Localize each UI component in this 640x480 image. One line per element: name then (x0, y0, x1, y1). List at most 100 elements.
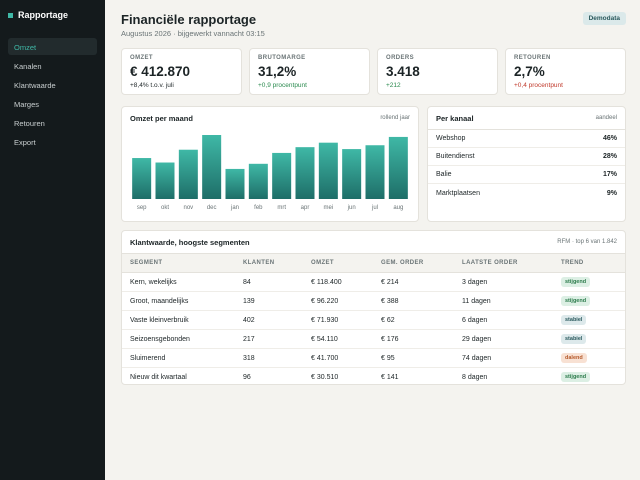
column-header-klanten[interactable]: KLANTEN (235, 253, 303, 273)
bar-aug[interactable] (388, 136, 408, 199)
main-content: Financiële rapportage Augustus 2026 · bi… (105, 0, 640, 480)
chart-area: sep okt nov dec jan feb mrt apr mei jun jul aug (130, 129, 410, 211)
bar-sep[interactable] (132, 158, 152, 199)
bar-nov[interactable] (178, 149, 198, 199)
bar-feb[interactable] (248, 163, 268, 199)
revenue-chart-card: Omzet per maand rollend jaar sep okt nov de… (121, 106, 419, 222)
cell-klanten: 318 (235, 348, 303, 368)
kpi-value: 31,2% (258, 64, 297, 79)
sidebar-item-marges[interactable]: Marges (14, 100, 40, 109)
chart-meta: rollend jaar (380, 115, 410, 121)
x-tick-label: mei (323, 205, 333, 211)
cell-laatste: 8 dagen (462, 373, 488, 381)
channel-list: Webshop 46% Buitendienst 28% Balie 17% M… (428, 129, 625, 202)
channel-row: Buitendienst 28% (428, 148, 625, 166)
segments-table-body: Kern, wekelijks 84 € 118.400 € 214 3 dagen st… (122, 272, 625, 387)
trend-badge: stijgend (561, 277, 591, 287)
cell-laatste: 3 dagen (454, 272, 553, 292)
kpi-value: € 412.870 (130, 64, 191, 79)
cell-segment: Nieuw dit kwartaal (130, 373, 187, 381)
x-tick-label: dec (207, 205, 217, 211)
sidebar-item-export[interactable]: Export (14, 138, 36, 147)
bar-jun[interactable] (342, 149, 362, 199)
kpi-card-orders: ORDERS 3.418 +212 (377, 48, 498, 95)
cell-omzet: € 41.700 (303, 348, 373, 368)
cell-trend: stijgend (553, 368, 625, 387)
channel-name: Buitendienst (436, 153, 475, 160)
card-header: Per kanaal aandeel (428, 107, 625, 129)
x-tick-label: jun (347, 205, 356, 211)
kpi-delta: +212 (386, 82, 401, 89)
x-tick-label: sep (137, 205, 147, 211)
x-tick-label: apr (301, 205, 310, 211)
bar-okt[interactable] (155, 162, 175, 199)
channel-share: 9% (606, 189, 617, 197)
trend-badge: stabiel (561, 315, 587, 325)
cell-klanten: 139 (235, 291, 303, 311)
page-subtitle: Augustus 2026 · bijgewerkt vannacht 03:1… (121, 29, 265, 38)
cell-gem: € 214 (373, 272, 454, 292)
bar-apr[interactable] (295, 147, 315, 199)
cell-omzet: € 96.220 (303, 291, 373, 311)
cell-klanten: 217 (235, 329, 303, 349)
table-row[interactable]: Vaste kleinverbruik 402 € 71.930 € 62 6 dage… (122, 310, 625, 330)
trend-badge: stabiel (561, 334, 587, 344)
channel-share: 28% (602, 153, 617, 160)
bar-jul[interactable] (365, 145, 385, 199)
channel-name: Balie (436, 171, 452, 178)
kpi-label: BRUTOMARGE (258, 55, 306, 61)
table-row[interactable]: Seizoensgebonden 217 € 54.110 € 176 29 dagen… (122, 329, 625, 349)
trend-badge: dalend (561, 353, 587, 363)
sidebar-item-retouren[interactable]: Retouren (14, 119, 45, 128)
x-tick-label: jan (230, 205, 239, 211)
x-tick-label: nov (183, 205, 193, 211)
channel-row: Marktplaatsen 9% (428, 184, 625, 202)
channel-share: 17% (602, 171, 617, 178)
cell-trend: dalend (553, 348, 625, 368)
column-header-omzet[interactable]: OMZET (303, 253, 373, 273)
bar-mrt[interactable] (272, 152, 292, 199)
x-tick-label: okt (161, 205, 169, 211)
chart-row: Omzet per maand rollend jaar sep okt nov de… (121, 106, 626, 222)
table-row[interactable]: Sluimerend 318 € 41.700 € 95 74 dagen dalend (122, 348, 625, 368)
cell-trend: stabiel (553, 310, 625, 330)
table-row[interactable]: Nieuw dit kwartaal 96 € 30.510 € 141 8 dagen… (122, 368, 625, 387)
page-header: Financiële rapportage Augustus 2026 · bi… (121, 12, 626, 46)
kpi-card-brutomarge: BRUTOMARGE 31,2% +0,9 procentpunt (249, 48, 370, 95)
cell-segment: Groot, maandelijks (122, 291, 235, 311)
table-row[interactable]: Kern, wekelijks 84 € 118.400 € 214 3 dagen st… (122, 272, 625, 292)
segments-title: Klantwaarde, hoogste segmenten (130, 237, 250, 247)
column-header-gem-order[interactable]: GEM. ORDER (373, 253, 454, 273)
kpi-label: ORDERS (386, 55, 415, 61)
channel-share: 46% (602, 135, 617, 142)
brand-name: Rapportage (18, 10, 69, 20)
segments-table: SEGMENT KLANTEN OMZET GEM. ORDER LAATSTE… (122, 253, 625, 387)
bar-dec[interactable] (202, 135, 222, 199)
cell-klanten: 84 (235, 272, 303, 292)
column-header-trend[interactable]: TREND (553, 253, 625, 273)
column-header-laatste-order[interactable]: LAATSTE ORDER (454, 253, 553, 273)
sidebar-item-omzet[interactable]: Omzet (8, 38, 97, 55)
x-tick-label: aug (393, 205, 403, 211)
table-header-row: SEGMENT KLANTEN OMZET GEM. ORDER LAATSTE… (122, 253, 625, 273)
kpi-delta: +0,4 procentpunt (514, 82, 563, 89)
sidebar-item-klantwaarde[interactable]: Klantwaarde (14, 81, 56, 90)
cell-omzet: € 30.510 (311, 373, 339, 381)
sidebar-item-kanalen[interactable]: Kanalen (14, 62, 42, 71)
channel-row: Balie 17% (428, 166, 625, 184)
cell-segment: Kern, wekelijks (122, 272, 235, 292)
segments-meta: RFM · top 6 van 1.842 (557, 239, 617, 245)
table-row[interactable]: Groot, maandelijks 139 € 96.220 € 388 11 dag… (122, 291, 625, 311)
kpi-delta: +0,9 procentpunt (258, 82, 307, 89)
cell-laatste: 11 dagen (454, 291, 553, 311)
kpi-label: OMZET (130, 55, 153, 61)
cell-trend: stabiel (553, 329, 625, 349)
kpi-label: RETOUREN (514, 55, 551, 61)
bar-mei[interactable] (318, 142, 338, 199)
column-header-segment[interactable]: SEGMENT (122, 253, 235, 273)
bar-jan[interactable] (225, 168, 245, 199)
cell-laatste: 29 dagen (454, 329, 553, 349)
channel-row: Webshop 46% (428, 130, 625, 148)
kpi-card-retouren: RETOUREN 2,7% +0,4 procentpunt (505, 48, 626, 95)
sidebar-nav: Omzet Kanalen Klantwaarde Marges Retoure… (8, 38, 97, 150)
